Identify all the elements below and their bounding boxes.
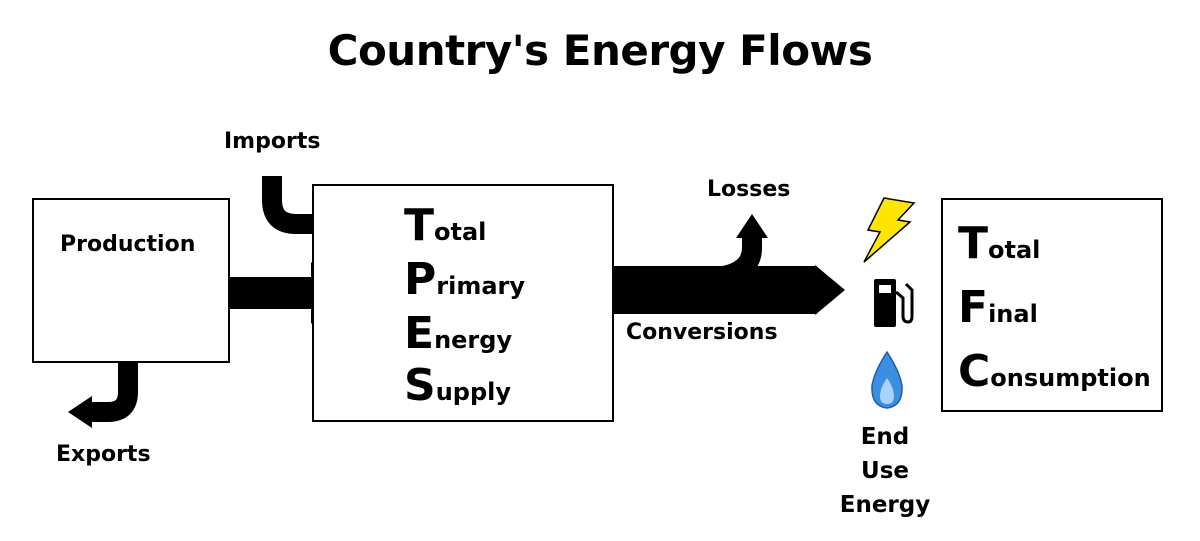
end-use-line: End	[860, 424, 910, 450]
diagram-title: Country's Energy Flows	[327, 26, 873, 75]
end-use-line: Use	[861, 458, 909, 484]
conversions-label: Conversions	[626, 320, 778, 345]
exports-arrow	[68, 363, 138, 428]
tpes-initial: T	[404, 200, 435, 251]
tpes-line-1: Total	[404, 200, 486, 251]
tpes-line-3: Energy	[404, 308, 512, 359]
tfc-rest: onsumption	[990, 364, 1151, 392]
tpes-initial: E	[404, 308, 435, 359]
tfc-line-2: Final	[958, 282, 1038, 333]
tfc-rest: inal	[988, 300, 1038, 328]
exports-label: Exports	[56, 442, 151, 467]
tpes-rest: rimary	[436, 272, 525, 300]
tpes-rest: otal	[434, 218, 487, 246]
end-use-energy-label: End Use Energy	[830, 420, 940, 522]
imports-label: Imports	[224, 129, 321, 154]
tfc-initial: C	[958, 346, 991, 397]
end-use-line: Energy	[839, 492, 931, 518]
gas-flame-icon	[871, 350, 903, 409]
tpes-line-2: Primary	[404, 254, 525, 305]
tpes-initial: P	[404, 254, 437, 305]
losses-label: Losses	[707, 177, 791, 202]
losses-arrow	[699, 214, 768, 288]
tpes-rest: nergy	[434, 326, 513, 354]
tfc-initial: T	[958, 218, 989, 269]
production-label: Production	[60, 232, 196, 257]
tfc-line-1: Total	[958, 218, 1040, 269]
tpes-initial: S	[404, 360, 436, 411]
fuel-pump-icon	[874, 279, 914, 327]
tpes-box	[312, 184, 614, 422]
lightning-bolt-icon	[863, 197, 916, 263]
tfc-box	[941, 198, 1163, 412]
tpes-rest: upply	[435, 378, 512, 406]
tfc-rest: otal	[988, 236, 1041, 264]
tfc-initial: F	[958, 282, 989, 333]
production-box	[32, 198, 230, 363]
tfc-line-3: Consumption	[958, 346, 1151, 397]
tpes-line-4: Supply	[404, 360, 511, 411]
